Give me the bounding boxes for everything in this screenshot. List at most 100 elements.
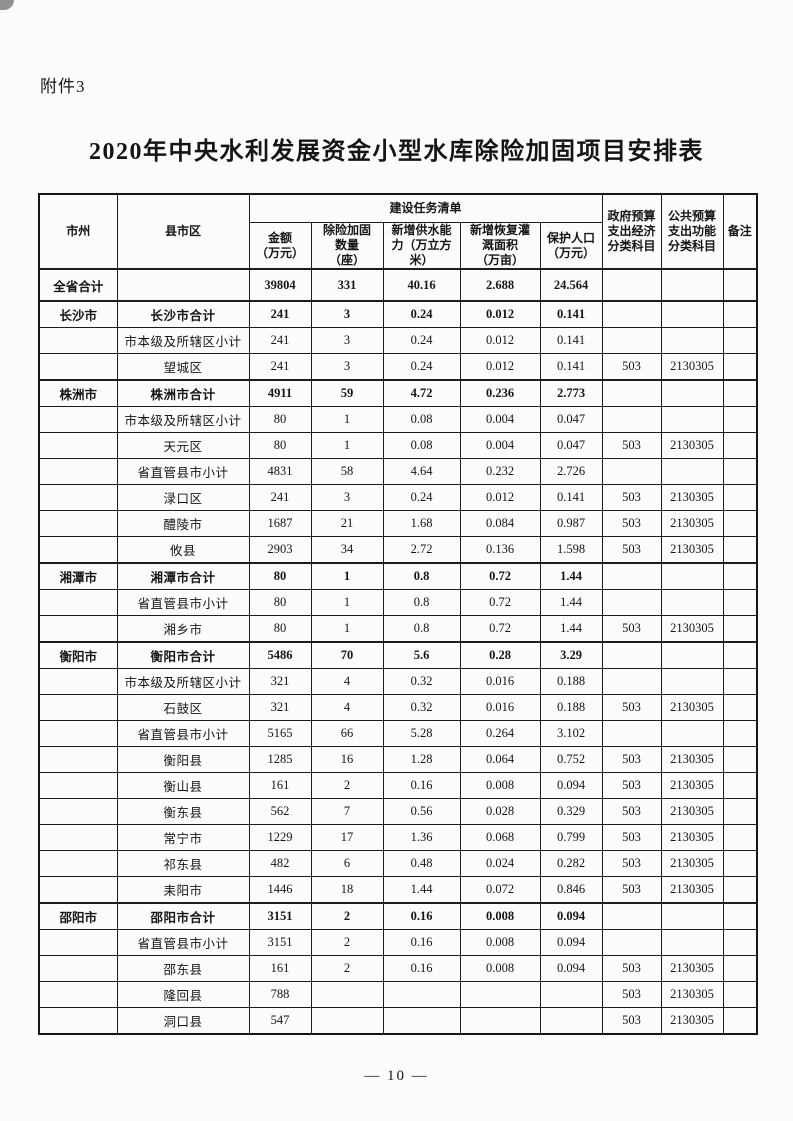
cell-remark	[722, 432, 758, 459]
cell-amount: 321	[248, 668, 312, 695]
cell-city	[38, 406, 118, 433]
cell-county: 衡阳市合计	[116, 641, 250, 669]
cell-count: 70	[310, 641, 384, 669]
cell-city: 全省合计	[38, 268, 118, 302]
cell-func-class	[660, 406, 724, 433]
cell-func-class: 2130305	[660, 432, 724, 459]
cell-city	[38, 850, 118, 877]
cell-irrigation: 0.008	[459, 929, 541, 956]
cell-remark	[722, 824, 758, 851]
cell-water-supply: 40.16	[382, 268, 461, 302]
cell-county	[116, 268, 250, 302]
cell-econ-class	[601, 379, 662, 407]
cell-amount: 788	[248, 981, 312, 1008]
cell-amount: 3151	[248, 902, 312, 930]
table-row: 攸县 2903 34 2.72 0.136 1.598 503 2130305	[38, 536, 758, 564]
cell-county: 省直管县市小计	[116, 458, 250, 485]
cell-irrigation: 0.008	[459, 902, 541, 930]
table-row: 省直管县市小计 5165 66 5.28 0.264 3.102	[38, 720, 758, 747]
cell-func-class	[660, 379, 724, 407]
table-row: 市本级及所辖区小计 321 4 0.32 0.016 0.188	[38, 668, 758, 695]
cell-amount: 80	[248, 406, 312, 433]
cell-econ-class: 503	[601, 694, 662, 721]
cell-water-supply: 0.24	[382, 300, 461, 328]
cell-irrigation: 0.016	[459, 668, 541, 695]
cell-econ-class	[601, 929, 662, 956]
cell-remark	[722, 589, 758, 616]
cell-amount: 80	[248, 589, 312, 616]
cell-econ-class: 503	[601, 955, 662, 982]
cell-irrigation: 0.012	[459, 484, 541, 511]
cell-population	[539, 981, 603, 1008]
table-row: 衡东县 562 7 0.56 0.028 0.329 503 2130305	[38, 798, 758, 825]
cell-remark	[722, 510, 758, 537]
cell-econ-class: 503	[601, 432, 662, 459]
cell-count: 34	[310, 536, 384, 564]
table-row: 邵阳市 邵阳市合计 3151 2 0.16 0.008 0.094	[38, 902, 758, 930]
cell-amount: 547	[248, 1007, 312, 1035]
cell-water-supply: 0.16	[382, 902, 461, 930]
table-row: 株洲市 株洲市合计 4911 59 4.72 0.236 2.773	[38, 379, 758, 407]
cell-population: 1.598	[539, 536, 603, 564]
cell-remark	[722, 641, 758, 669]
cell-econ-class: 503	[601, 746, 662, 773]
cell-county: 省直管县市小计	[116, 589, 250, 616]
cell-amount: 39804	[248, 268, 312, 302]
table-row: 衡山县 161 2 0.16 0.008 0.094 503 2130305	[38, 772, 758, 799]
cell-amount: 241	[248, 300, 312, 328]
cell-county: 邵阳市合计	[116, 902, 250, 930]
cell-func-class: 2130305	[660, 876, 724, 904]
cell-econ-class	[601, 300, 662, 328]
cell-county: 渌口区	[116, 484, 250, 511]
cell-population: 0.987	[539, 510, 603, 537]
cell-water-supply: 0.24	[382, 327, 461, 354]
cell-county: 祁东县	[116, 850, 250, 877]
cell-econ-class: 503	[601, 798, 662, 825]
cell-water-supply: 0.08	[382, 406, 461, 433]
cell-irrigation: 2.688	[459, 268, 541, 302]
cell-population: 0.047	[539, 406, 603, 433]
cell-amount: 241	[248, 484, 312, 511]
cell-count: 3	[310, 300, 384, 328]
cell-city	[38, 1007, 118, 1035]
cell-remark	[722, 694, 758, 721]
cell-func-class: 2130305	[660, 536, 724, 564]
cell-water-supply: 5.28	[382, 720, 461, 747]
cell-count: 1	[310, 562, 384, 590]
cell-amount: 4911	[248, 379, 312, 407]
cell-econ-class	[601, 641, 662, 669]
cell-irrigation	[459, 1007, 541, 1035]
cell-water-supply: 0.8	[382, 615, 461, 643]
cell-water-supply: 0.16	[382, 929, 461, 956]
header-remark: 备注	[722, 193, 758, 270]
cell-econ-class: 503	[601, 850, 662, 877]
cell-population: 0.188	[539, 694, 603, 721]
cell-water-supply	[382, 1007, 461, 1035]
cell-city	[38, 798, 118, 825]
cell-remark	[722, 615, 758, 643]
cell-func-class	[660, 458, 724, 485]
cell-water-supply: 0.8	[382, 562, 461, 590]
cell-water-supply: 0.32	[382, 668, 461, 695]
cell-city: 湘潭市	[38, 562, 118, 590]
cell-irrigation: 0.136	[459, 536, 541, 564]
cell-irrigation: 0.72	[459, 562, 541, 590]
cell-city	[38, 824, 118, 851]
cell-irrigation: 0.012	[459, 300, 541, 328]
cell-count: 16	[310, 746, 384, 773]
cell-water-supply: 4.64	[382, 458, 461, 485]
cell-remark	[722, 929, 758, 956]
cell-remark	[722, 268, 758, 302]
cell-func-class: 2130305	[660, 746, 724, 773]
cell-func-class: 2130305	[660, 484, 724, 511]
scan-artifact	[0, 0, 14, 10]
cell-population: 0.329	[539, 798, 603, 825]
cell-count: 59	[310, 379, 384, 407]
cell-count: 2	[310, 929, 384, 956]
cell-city	[38, 720, 118, 747]
table-row: 长沙市 长沙市合计 241 3 0.24 0.012 0.141	[38, 300, 758, 328]
cell-irrigation: 0.072	[459, 876, 541, 904]
cell-city	[38, 694, 118, 721]
cell-econ-class	[601, 720, 662, 747]
cell-econ-class: 503	[601, 510, 662, 537]
